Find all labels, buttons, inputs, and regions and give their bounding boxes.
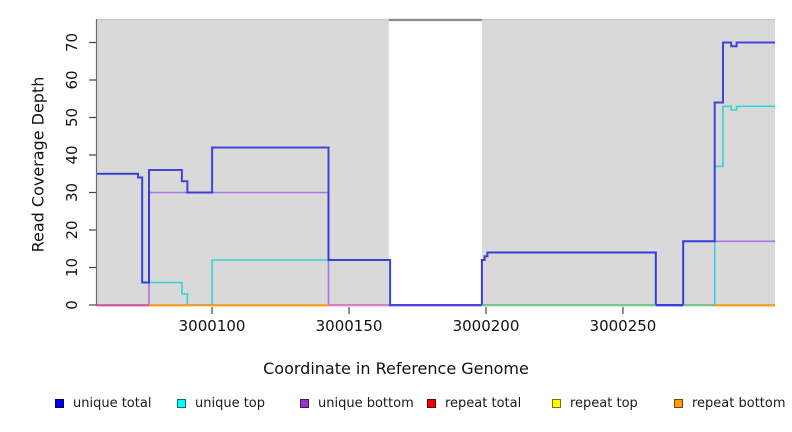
legend-item-unique-top: unique top	[177, 396, 265, 411]
y-tick-label: 40	[63, 145, 81, 164]
y-tick-label: 50	[63, 108, 81, 127]
y-tick-label: 20	[63, 220, 81, 239]
legend-item-repeat-top: repeat top	[552, 396, 638, 411]
legend-label: repeat total	[445, 396, 522, 411]
legend-item-unique-bottom: unique bottom	[300, 396, 414, 411]
y-tick-label: 70	[63, 33, 81, 52]
legend-label: repeat bottom	[692, 396, 786, 411]
legend-label: unique total	[73, 396, 152, 411]
legend-label: unique bottom	[318, 396, 414, 411]
repeat-top-swatch-icon	[552, 399, 561, 408]
chart-legend: unique total unique top unique bottom re…	[0, 396, 792, 420]
x-tick-label: 3000200	[453, 317, 520, 335]
x-axis-title: Coordinate in Reference Genome	[263, 359, 529, 378]
legend-label: repeat top	[570, 396, 638, 411]
repeat-bottom-swatch-icon	[674, 399, 683, 408]
unique-top-swatch-icon	[177, 399, 186, 408]
x-tick-label: 3000250	[590, 317, 657, 335]
y-tick-label: 60	[63, 70, 81, 89]
legend-item-repeat-bottom: repeat bottom	[674, 396, 786, 411]
x-tick-label: 3000100	[179, 317, 246, 335]
legend-item-repeat-total: repeat total	[427, 396, 521, 411]
unique-total-swatch-icon	[55, 399, 64, 408]
legend-item-unique-total: unique total	[55, 396, 151, 411]
unique-bottom-swatch-icon	[300, 399, 309, 408]
no-data-band	[388, 19, 482, 306]
legend-label: unique top	[195, 396, 266, 411]
series-line-unique-total	[97, 41, 775, 306]
y-tick-label: 0	[63, 300, 81, 310]
y-tick-label: 30	[63, 183, 81, 202]
y-axis-title: Read Coverage Depth	[28, 76, 48, 253]
repeat-total-swatch-icon	[427, 399, 436, 408]
x-tick-label: 3000150	[316, 317, 383, 335]
y-tick-label: 10	[63, 258, 81, 277]
